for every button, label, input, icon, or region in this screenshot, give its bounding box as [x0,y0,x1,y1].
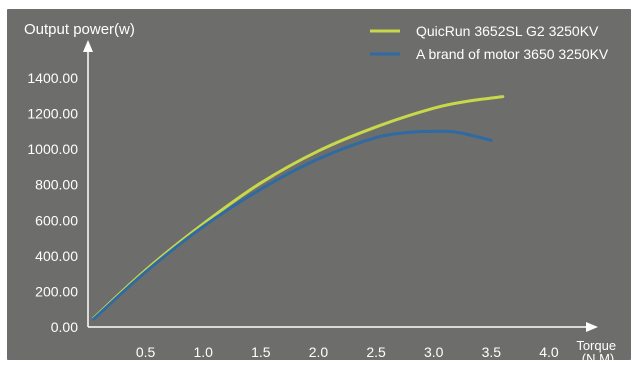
x-axis-label: Torque (N.M) [576,338,619,366]
x-axis-label-line2: (N.M) [582,351,615,366]
x-axis-label-line1: Torque [576,338,616,353]
y-axis-arrow-icon [83,40,93,52]
x-tick-label: 0.5 [136,344,156,360]
series-line-2 [92,129,493,321]
x-tick-label: 2.0 [309,344,329,360]
y-tick-label: 0.00 [51,319,78,335]
y-tick-label: 1000.00 [27,141,78,157]
x-tick-label: 1.0 [194,344,214,360]
y-tick-label: 200.00 [35,283,78,299]
x-tick-label: 3.0 [424,344,444,360]
x-axis-arrow-icon [586,322,598,332]
x-tick-label: 3.5 [482,344,502,360]
y-tick-label: 1400.00 [27,70,78,86]
legend-label-1: QuicRun 3652SL G2 3250KV [416,23,599,39]
x-tick-label: 4.0 [539,344,559,360]
y-tick-label: 400.00 [35,248,78,264]
y-tick-label: 600.00 [35,212,78,228]
y-axis-label: Output power(w) [24,21,135,38]
x-tick-label: 2.5 [366,344,386,360]
x-tick-label: 1.5 [251,344,271,360]
chart-background [5,7,633,362]
legend-label-2: A brand of motor 3650 3250KV [416,46,609,62]
y-tick-label: 800.00 [35,177,78,193]
y-tick-label: 1200.00 [27,106,78,122]
